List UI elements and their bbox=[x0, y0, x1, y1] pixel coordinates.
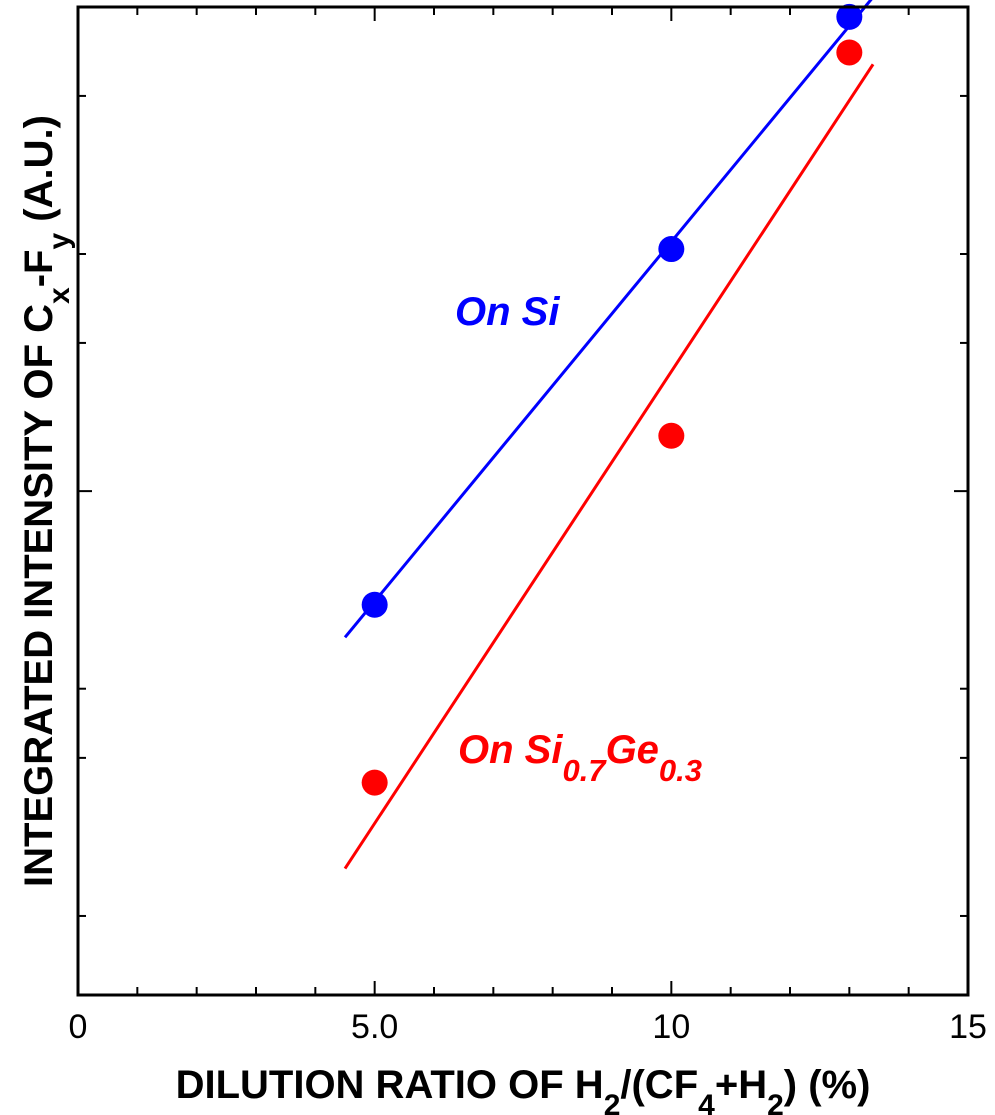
fit-lines bbox=[343, 0, 875, 870]
axis-ticks bbox=[77, 7, 969, 995]
data-points bbox=[361, 3, 863, 796]
label-text: On Si bbox=[458, 728, 563, 772]
label-text: /(CF bbox=[620, 1063, 698, 1107]
label-text: DILUTION RATIO OF H bbox=[176, 1063, 604, 1107]
subscript-text: y bbox=[43, 233, 76, 250]
data-point-series-2 bbox=[658, 422, 685, 449]
fit-line-series-1 bbox=[343, 0, 873, 639]
label-text: Ge bbox=[606, 728, 659, 772]
plot-frame bbox=[76, 5, 970, 997]
x-tick-label: 0 bbox=[69, 1008, 88, 1046]
label-text: -F bbox=[17, 250, 61, 288]
subscript-text: 2 bbox=[767, 1089, 784, 1115]
fit-line-series-2 bbox=[343, 63, 875, 870]
data-point-series-1 bbox=[361, 591, 388, 618]
y-axis-title: INTEGRATED INTENSITY OF Cx-Fy (A.U.) bbox=[17, 115, 76, 887]
subscript-text: 4 bbox=[698, 1089, 715, 1115]
label-text: ) (%) bbox=[784, 1063, 871, 1107]
data-point-series-2 bbox=[836, 39, 863, 66]
label-text: (A.U.) bbox=[17, 115, 61, 233]
x-tick-label: 15 bbox=[949, 1008, 987, 1046]
data-point-series-1 bbox=[658, 236, 685, 263]
x-tick-label: 5.0 bbox=[351, 1008, 398, 1046]
annotation-on-sige: On Si0.7Ge0.3 bbox=[458, 728, 702, 788]
data-point-series-2 bbox=[361, 769, 388, 796]
annotations: On Si On Si0.7Ge0.3 bbox=[455, 290, 702, 788]
subscript-text: 2 bbox=[604, 1089, 621, 1115]
annotation-on-si: On Si bbox=[455, 290, 560, 334]
data-point-series-1 bbox=[836, 3, 863, 30]
x-tick-label: 10 bbox=[652, 1008, 690, 1046]
x-axis-title: DILUTION RATIO OF H2/(CF4+H2) (%) bbox=[176, 1063, 871, 1115]
label-text: On Si bbox=[455, 290, 560, 334]
subscript-text: x bbox=[43, 287, 76, 304]
label-text: +H bbox=[715, 1063, 767, 1107]
label-text: INTEGRATED INTENSITY OF C bbox=[17, 304, 61, 887]
subscript-text: 0.3 bbox=[659, 753, 702, 788]
x-tick-labels: 0 5.0 10 15 bbox=[69, 1008, 987, 1046]
subscript-text: 0.7 bbox=[562, 753, 607, 788]
